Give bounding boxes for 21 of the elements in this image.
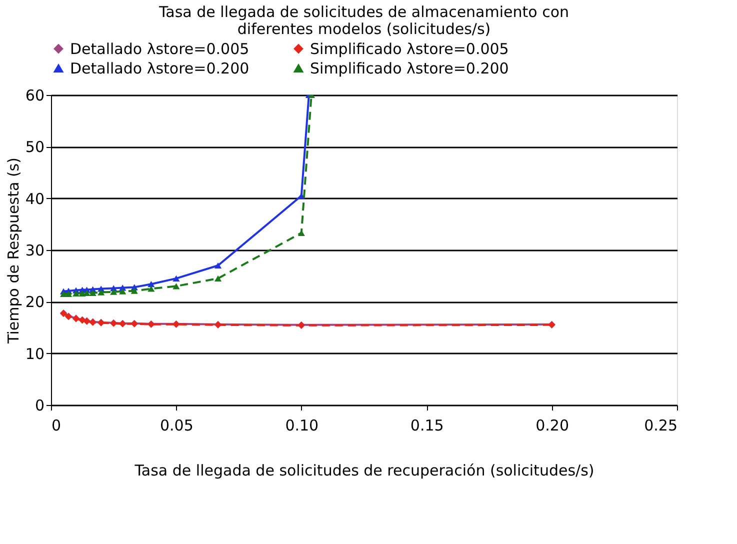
x-tick-label: 0.10 <box>285 416 319 434</box>
y-tick-label: 10 <box>25 344 44 363</box>
legend-label: Simplificado λstore=0.200 <box>310 60 509 78</box>
y-tick-label: 50 <box>25 138 44 156</box>
x-tick-label: 0 <box>52 416 62 434</box>
y-tick-label: 0 <box>34 396 44 414</box>
text: diferentes modelos (solicitudes/s) <box>237 20 491 38</box>
y-tick-label: 60 <box>25 86 44 104</box>
y-axis-title: Tiempo de Respuesta (s) <box>4 158 22 344</box>
x-tick-label: 0.25 <box>644 416 678 434</box>
legend-label: Detallado λstore=0.200 <box>70 60 250 78</box>
text: Tasa de llegada de solicitudes de almacenamiento con <box>158 3 570 21</box>
legend-label: Simplificado λstore=0.005 <box>310 40 509 58</box>
x-tick-label: 0.05 <box>160 416 194 434</box>
x-tick-label: 0.15 <box>410 416 444 434</box>
y-tick-label: 20 <box>25 293 44 312</box>
x-axis-title: Tasa de llegada de solicitudes de recuperación (solicitudes/s) <box>134 462 594 480</box>
x-tick-label: 0.20 <box>536 416 570 434</box>
legend-label: Detallado λstore=0.005 <box>70 40 250 58</box>
y-tick-label: 40 <box>25 190 44 208</box>
y-tick-label: 30 <box>25 242 44 260</box>
